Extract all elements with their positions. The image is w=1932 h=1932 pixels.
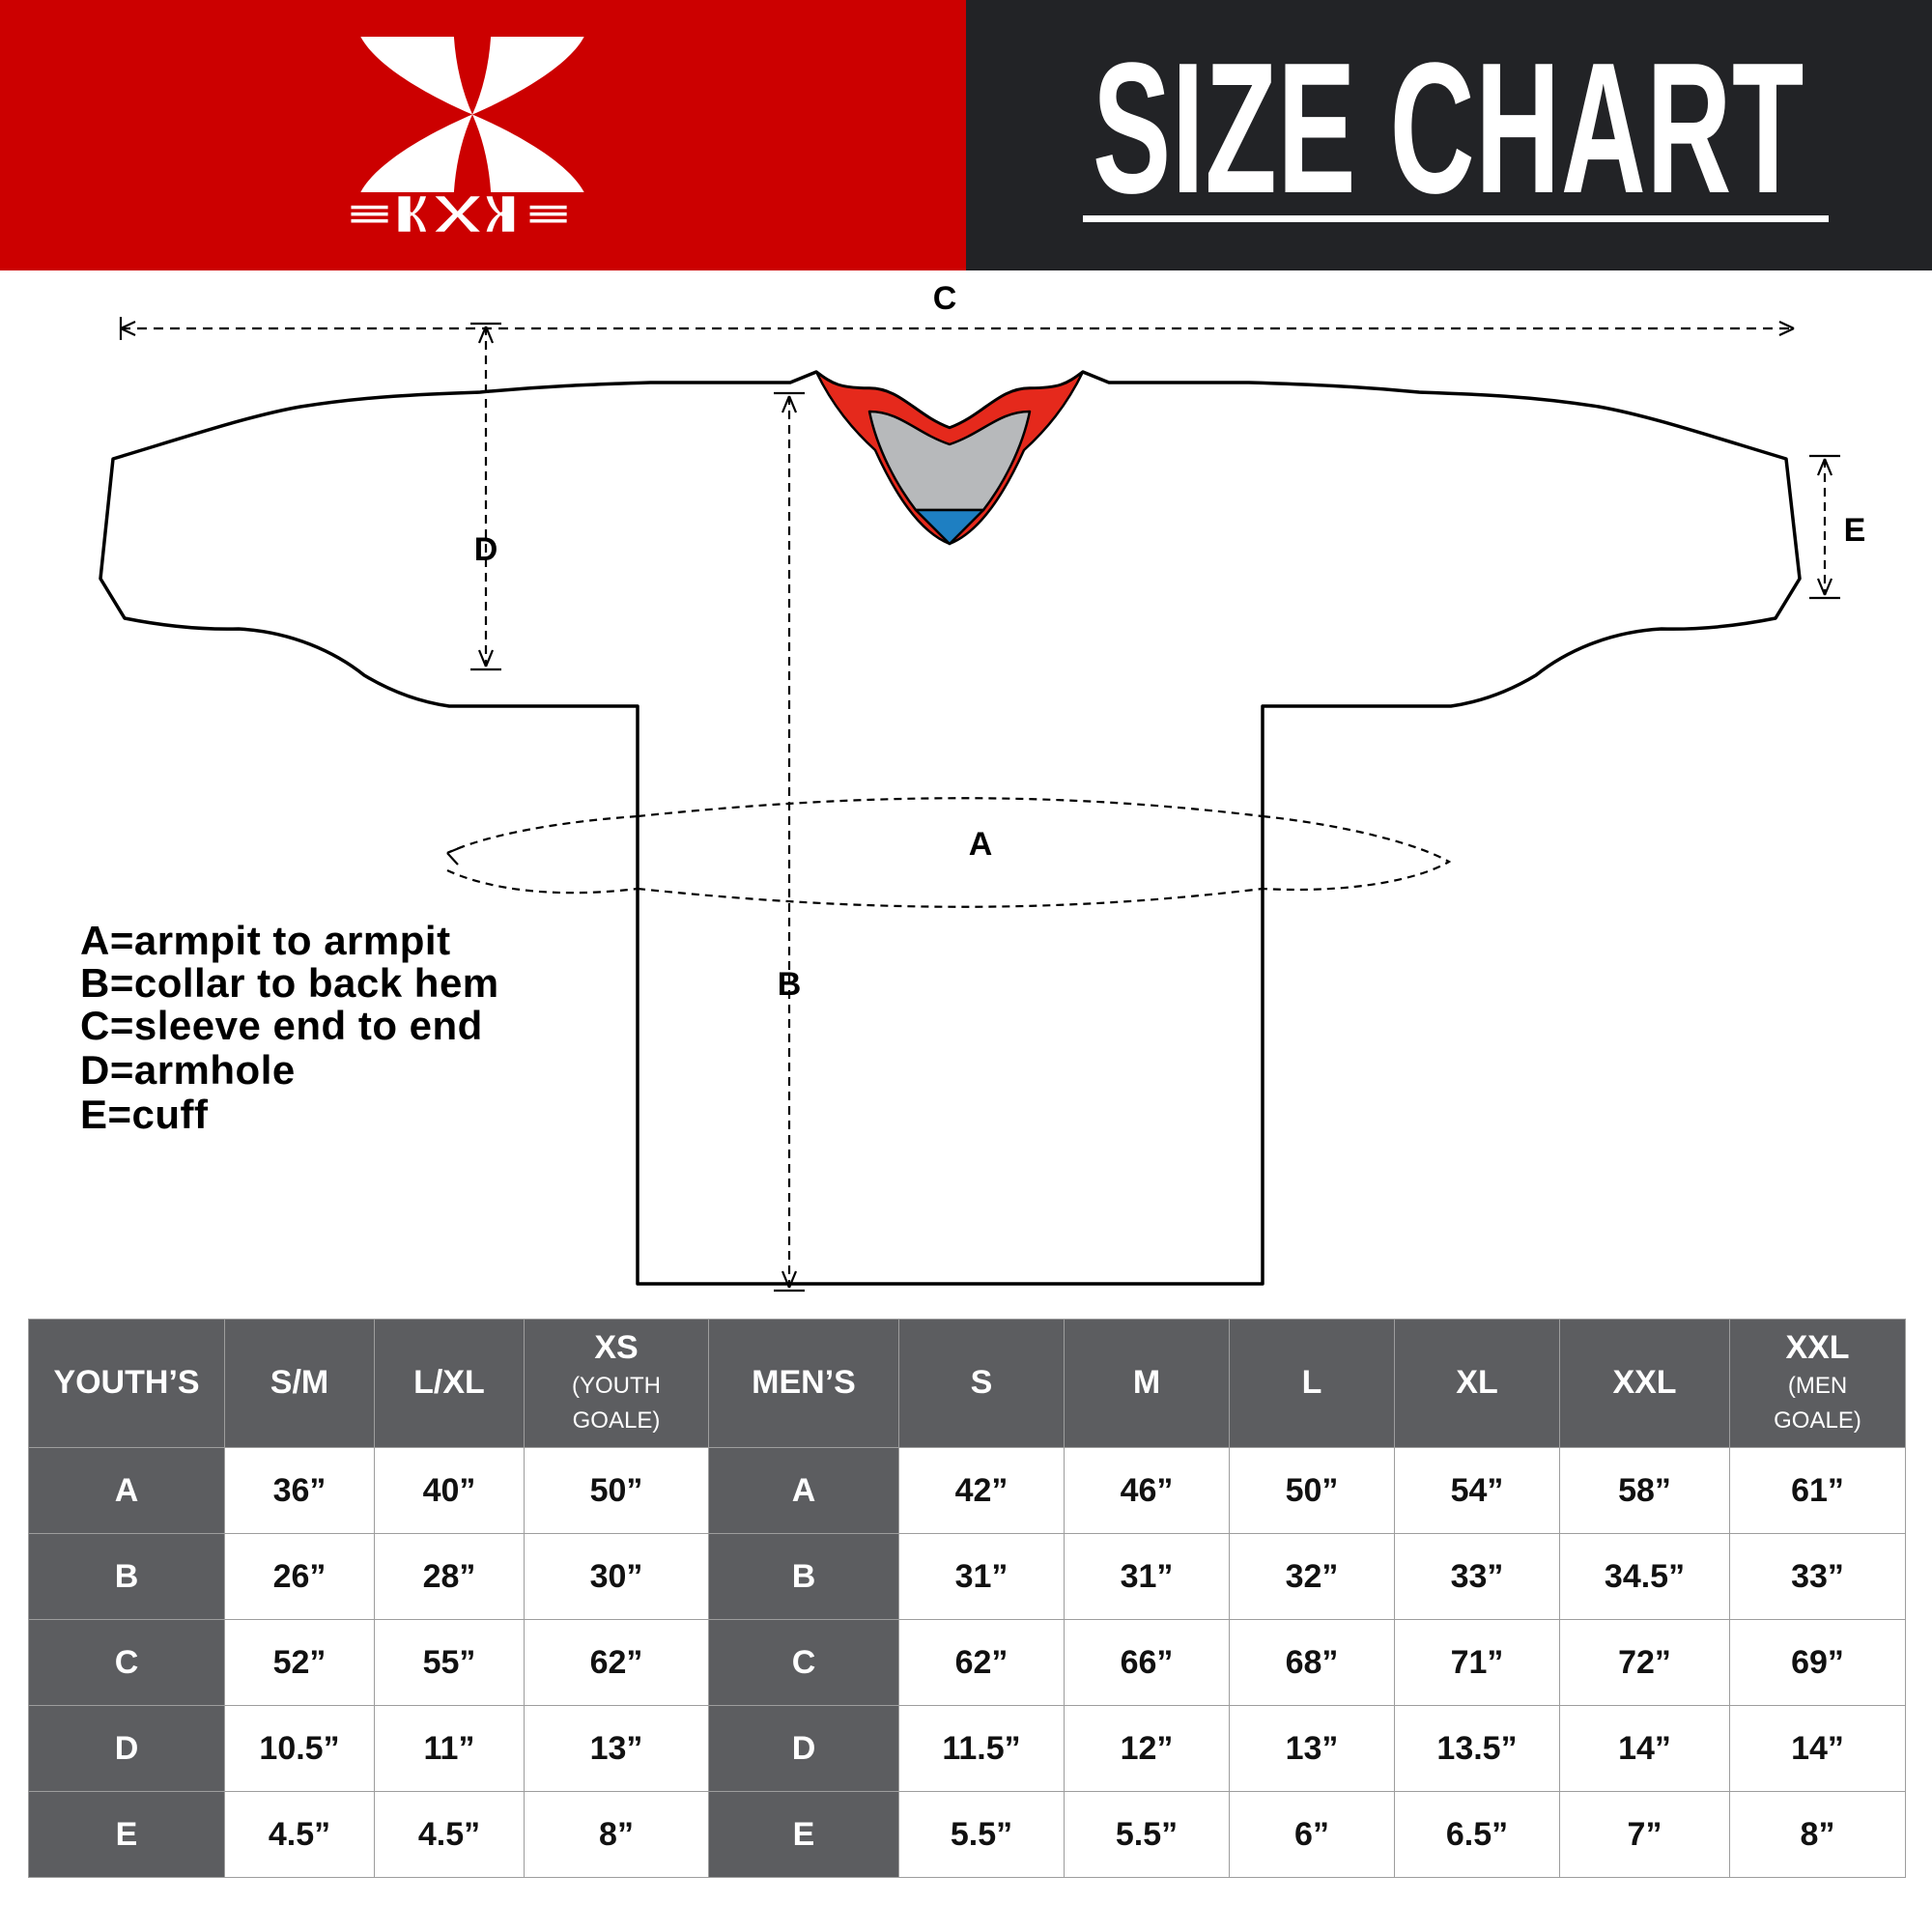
svg-text:D=armhole: D=armhole bbox=[80, 1047, 296, 1093]
svg-text:A: A bbox=[969, 826, 993, 863]
svg-text:E=cuff: E=cuff bbox=[80, 1092, 209, 1137]
svg-text:A=armpit to armpit: A=armpit to armpit bbox=[80, 918, 451, 963]
svg-text:C=sleeve end to end: C=sleeve end to end bbox=[80, 1003, 483, 1048]
svg-text:E: E bbox=[1844, 512, 1866, 549]
svg-text:B=collar to back hem: B=collar to back hem bbox=[80, 960, 499, 1006]
svg-text:C: C bbox=[933, 280, 957, 317]
svg-text:B: B bbox=[778, 966, 802, 1003]
svg-text:D: D bbox=[474, 531, 498, 568]
